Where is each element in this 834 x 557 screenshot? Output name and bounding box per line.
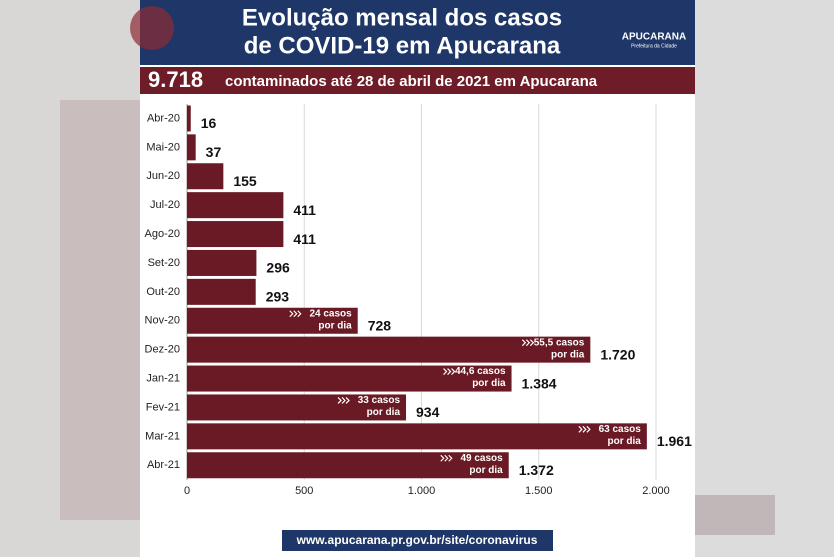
bar bbox=[187, 134, 196, 161]
value-label: 1.384 bbox=[522, 375, 557, 391]
value-label: 296 bbox=[266, 260, 290, 276]
bar bbox=[187, 278, 256, 305]
x-tick-label: 500 bbox=[295, 485, 313, 497]
bar bbox=[187, 423, 647, 450]
x-tick-label: 2.000 bbox=[642, 485, 670, 497]
y-tick-label: Dez-20 bbox=[145, 344, 180, 356]
bar bbox=[187, 163, 224, 190]
rate-label: 63 casos bbox=[599, 424, 642, 435]
y-tick-label: Ago-20 bbox=[145, 228, 180, 240]
chevron-icon bbox=[521, 339, 527, 347]
rate-label: por dia bbox=[469, 465, 503, 476]
chevron-icon bbox=[337, 397, 342, 404]
value-label: 1.961 bbox=[657, 433, 692, 449]
blurred-background bbox=[695, 0, 834, 557]
bar bbox=[187, 394, 407, 421]
logo-name: APUCARANA bbox=[622, 32, 686, 43]
header-band bbox=[140, 0, 695, 65]
rate-label: 24 casos bbox=[309, 308, 352, 319]
y-tick-label: Nov-20 bbox=[145, 315, 180, 327]
value-label: 1.720 bbox=[600, 346, 635, 362]
highlight-text: contaminados até 28 de abril de 2021 em … bbox=[225, 73, 598, 90]
footer-url: www.apucarana.pr.gov.br/site/coronavirus bbox=[296, 533, 538, 547]
y-tick-label: Jul-20 bbox=[150, 199, 180, 211]
value-label: 1.372 bbox=[519, 462, 554, 478]
blurred-background bbox=[695, 495, 775, 535]
rate-label: por dia bbox=[608, 436, 642, 447]
chevron-icon bbox=[289, 310, 294, 318]
bar bbox=[187, 249, 257, 276]
y-tick-label: Jun-20 bbox=[146, 170, 180, 182]
bar bbox=[187, 336, 591, 363]
value-label: 728 bbox=[368, 317, 392, 333]
bar bbox=[187, 365, 512, 392]
footer-box bbox=[282, 530, 553, 551]
bar bbox=[187, 221, 284, 248]
rate-label: por dia bbox=[367, 407, 401, 418]
chevron-icon bbox=[448, 454, 453, 462]
highlight-band bbox=[140, 67, 695, 94]
chevron-icon bbox=[440, 454, 445, 462]
value-label: 411 bbox=[293, 202, 316, 218]
bar bbox=[187, 307, 358, 334]
bar bbox=[187, 452, 509, 479]
rate-label: por dia bbox=[551, 349, 585, 360]
y-tick-label: Mai-20 bbox=[146, 141, 180, 153]
rate-label: 44,6 casos bbox=[455, 366, 506, 377]
virus-icon bbox=[130, 6, 174, 50]
rate-label: por dia bbox=[472, 378, 506, 389]
chevron-icon bbox=[443, 368, 448, 375]
title-line: de COVID-19 em Apucarana bbox=[244, 32, 561, 59]
value-label: 293 bbox=[266, 289, 290, 305]
y-tick-label: Abr-20 bbox=[147, 112, 180, 124]
bar bbox=[187, 192, 284, 219]
chevron-icon bbox=[297, 310, 302, 318]
y-tick-label: Jan-21 bbox=[146, 372, 180, 384]
value-label: 411 bbox=[293, 231, 316, 247]
blurred-background bbox=[60, 100, 140, 520]
chevron-icon bbox=[451, 368, 456, 375]
bar bbox=[187, 105, 191, 132]
chevron-icon bbox=[444, 454, 449, 462]
x-tick-label: 0 bbox=[184, 485, 190, 497]
rate-label: 55,5 casos bbox=[534, 337, 585, 348]
value-label: 934 bbox=[416, 404, 440, 420]
chevron-icon bbox=[525, 339, 531, 347]
y-tick-label: Fev-21 bbox=[146, 401, 180, 413]
value-label: 155 bbox=[233, 173, 257, 189]
highlight-value: 9.718 bbox=[148, 67, 203, 92]
x-tick-label: 1.500 bbox=[525, 485, 553, 497]
chevron-icon bbox=[345, 397, 350, 404]
value-label: 16 bbox=[201, 115, 217, 131]
chevron-icon bbox=[582, 425, 587, 433]
y-tick-label: Mar-21 bbox=[145, 430, 180, 442]
rate-label: por dia bbox=[318, 320, 352, 331]
title-line: Evolução mensal dos casos bbox=[242, 4, 562, 31]
chevron-icon bbox=[529, 339, 535, 347]
chevron-icon bbox=[586, 425, 591, 433]
rate-label: 33 casos bbox=[358, 395, 401, 406]
x-tick-label: 1.000 bbox=[408, 485, 436, 497]
chevron-icon bbox=[578, 425, 583, 433]
y-tick-label: Out-20 bbox=[146, 286, 180, 298]
chevron-icon bbox=[447, 368, 452, 375]
chevron-icon bbox=[293, 310, 298, 318]
y-tick-label: Set-20 bbox=[148, 257, 180, 269]
chevron-icon bbox=[341, 397, 346, 404]
rate-label: 49 casos bbox=[460, 453, 503, 464]
y-tick-label: Abr-21 bbox=[147, 459, 180, 471]
logo-subtitle: Prefeitura da Cidade bbox=[631, 43, 677, 49]
value-label: 37 bbox=[206, 144, 222, 160]
